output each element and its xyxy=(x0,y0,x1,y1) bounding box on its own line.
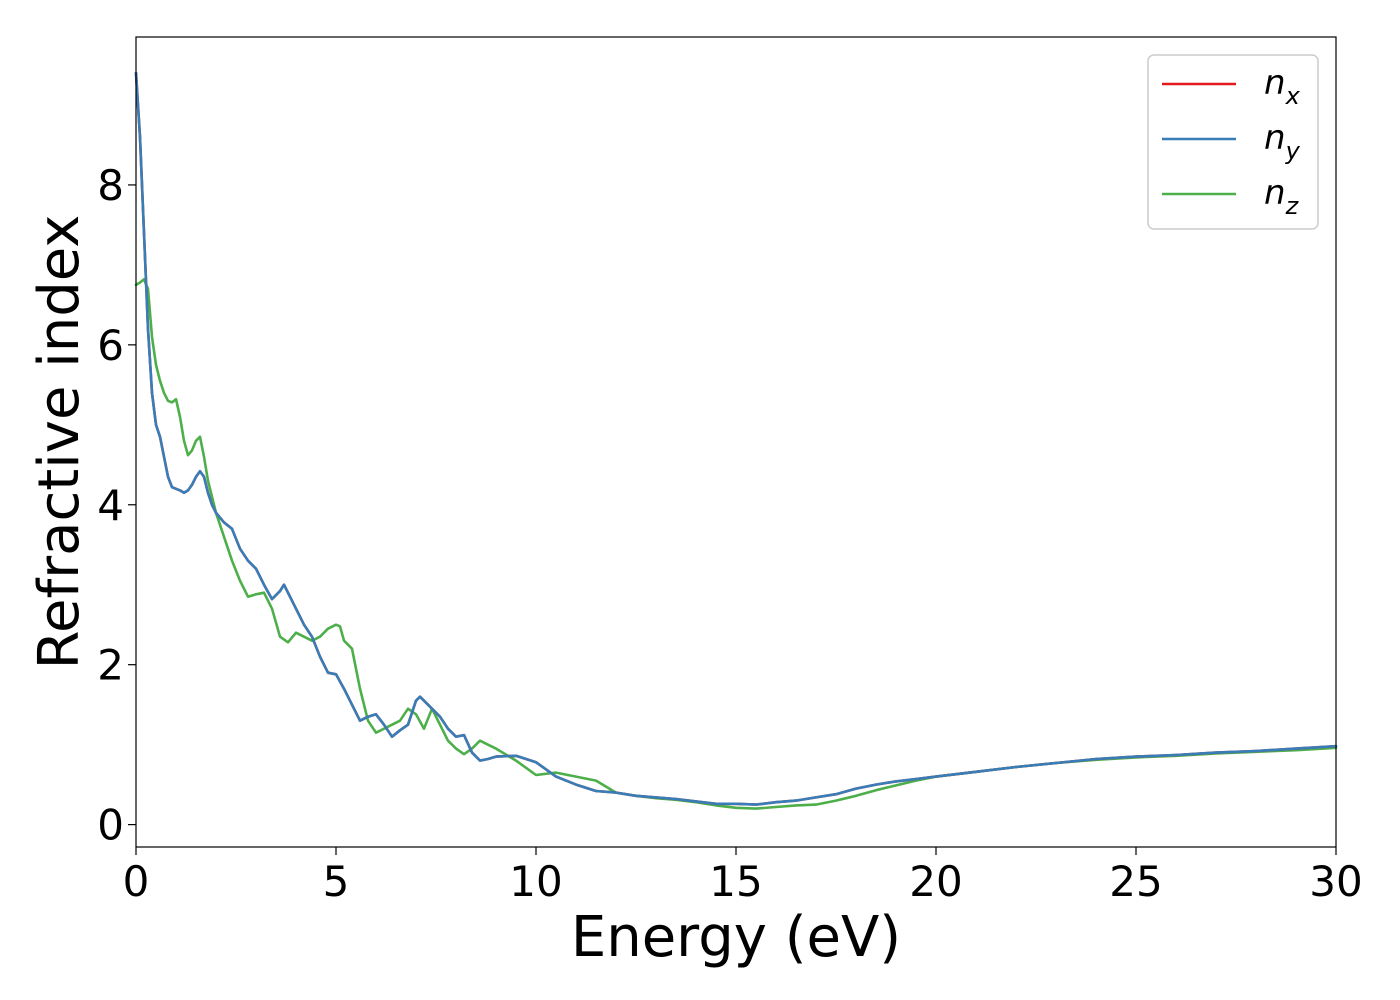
y-tick-label: 4 xyxy=(97,481,124,530)
series-line-ny xyxy=(134,71,1338,806)
x-tick-label: 5 xyxy=(323,857,350,906)
y-axis-label: Refractive index xyxy=(27,215,92,670)
x-tick-label: 25 xyxy=(1109,857,1162,906)
x-tick-label: 30 xyxy=(1309,857,1362,906)
legend: nx ny nz xyxy=(1147,54,1319,230)
x-tick-label: 0 xyxy=(123,857,150,906)
x-tick-label: 10 xyxy=(509,857,562,906)
legend-label-nx: nx xyxy=(1264,63,1301,110)
plot-area xyxy=(134,36,1338,848)
legend-label-ny: ny xyxy=(1264,118,1301,165)
legend-label-nz: nz xyxy=(1264,173,1300,220)
y-tick-label: 6 xyxy=(97,321,124,370)
x-tick-label: 15 xyxy=(709,857,762,906)
series-layer xyxy=(134,71,1338,810)
y-tick-label: 2 xyxy=(97,641,124,690)
x-axis-ticks: 0 5 10 15 20 25 30 xyxy=(123,847,1363,906)
x-axis-label: Energy (eV) xyxy=(571,905,901,970)
y-tick-label: 0 xyxy=(97,801,124,850)
x-tick-label: 20 xyxy=(909,857,962,906)
y-axis-ticks: 0 2 4 6 8 xyxy=(97,161,136,850)
series-line-nz xyxy=(134,277,1338,810)
y-tick-label: 8 xyxy=(97,161,124,210)
legend-entries: nx ny nz xyxy=(1162,63,1301,220)
legend-box xyxy=(1147,54,1319,230)
